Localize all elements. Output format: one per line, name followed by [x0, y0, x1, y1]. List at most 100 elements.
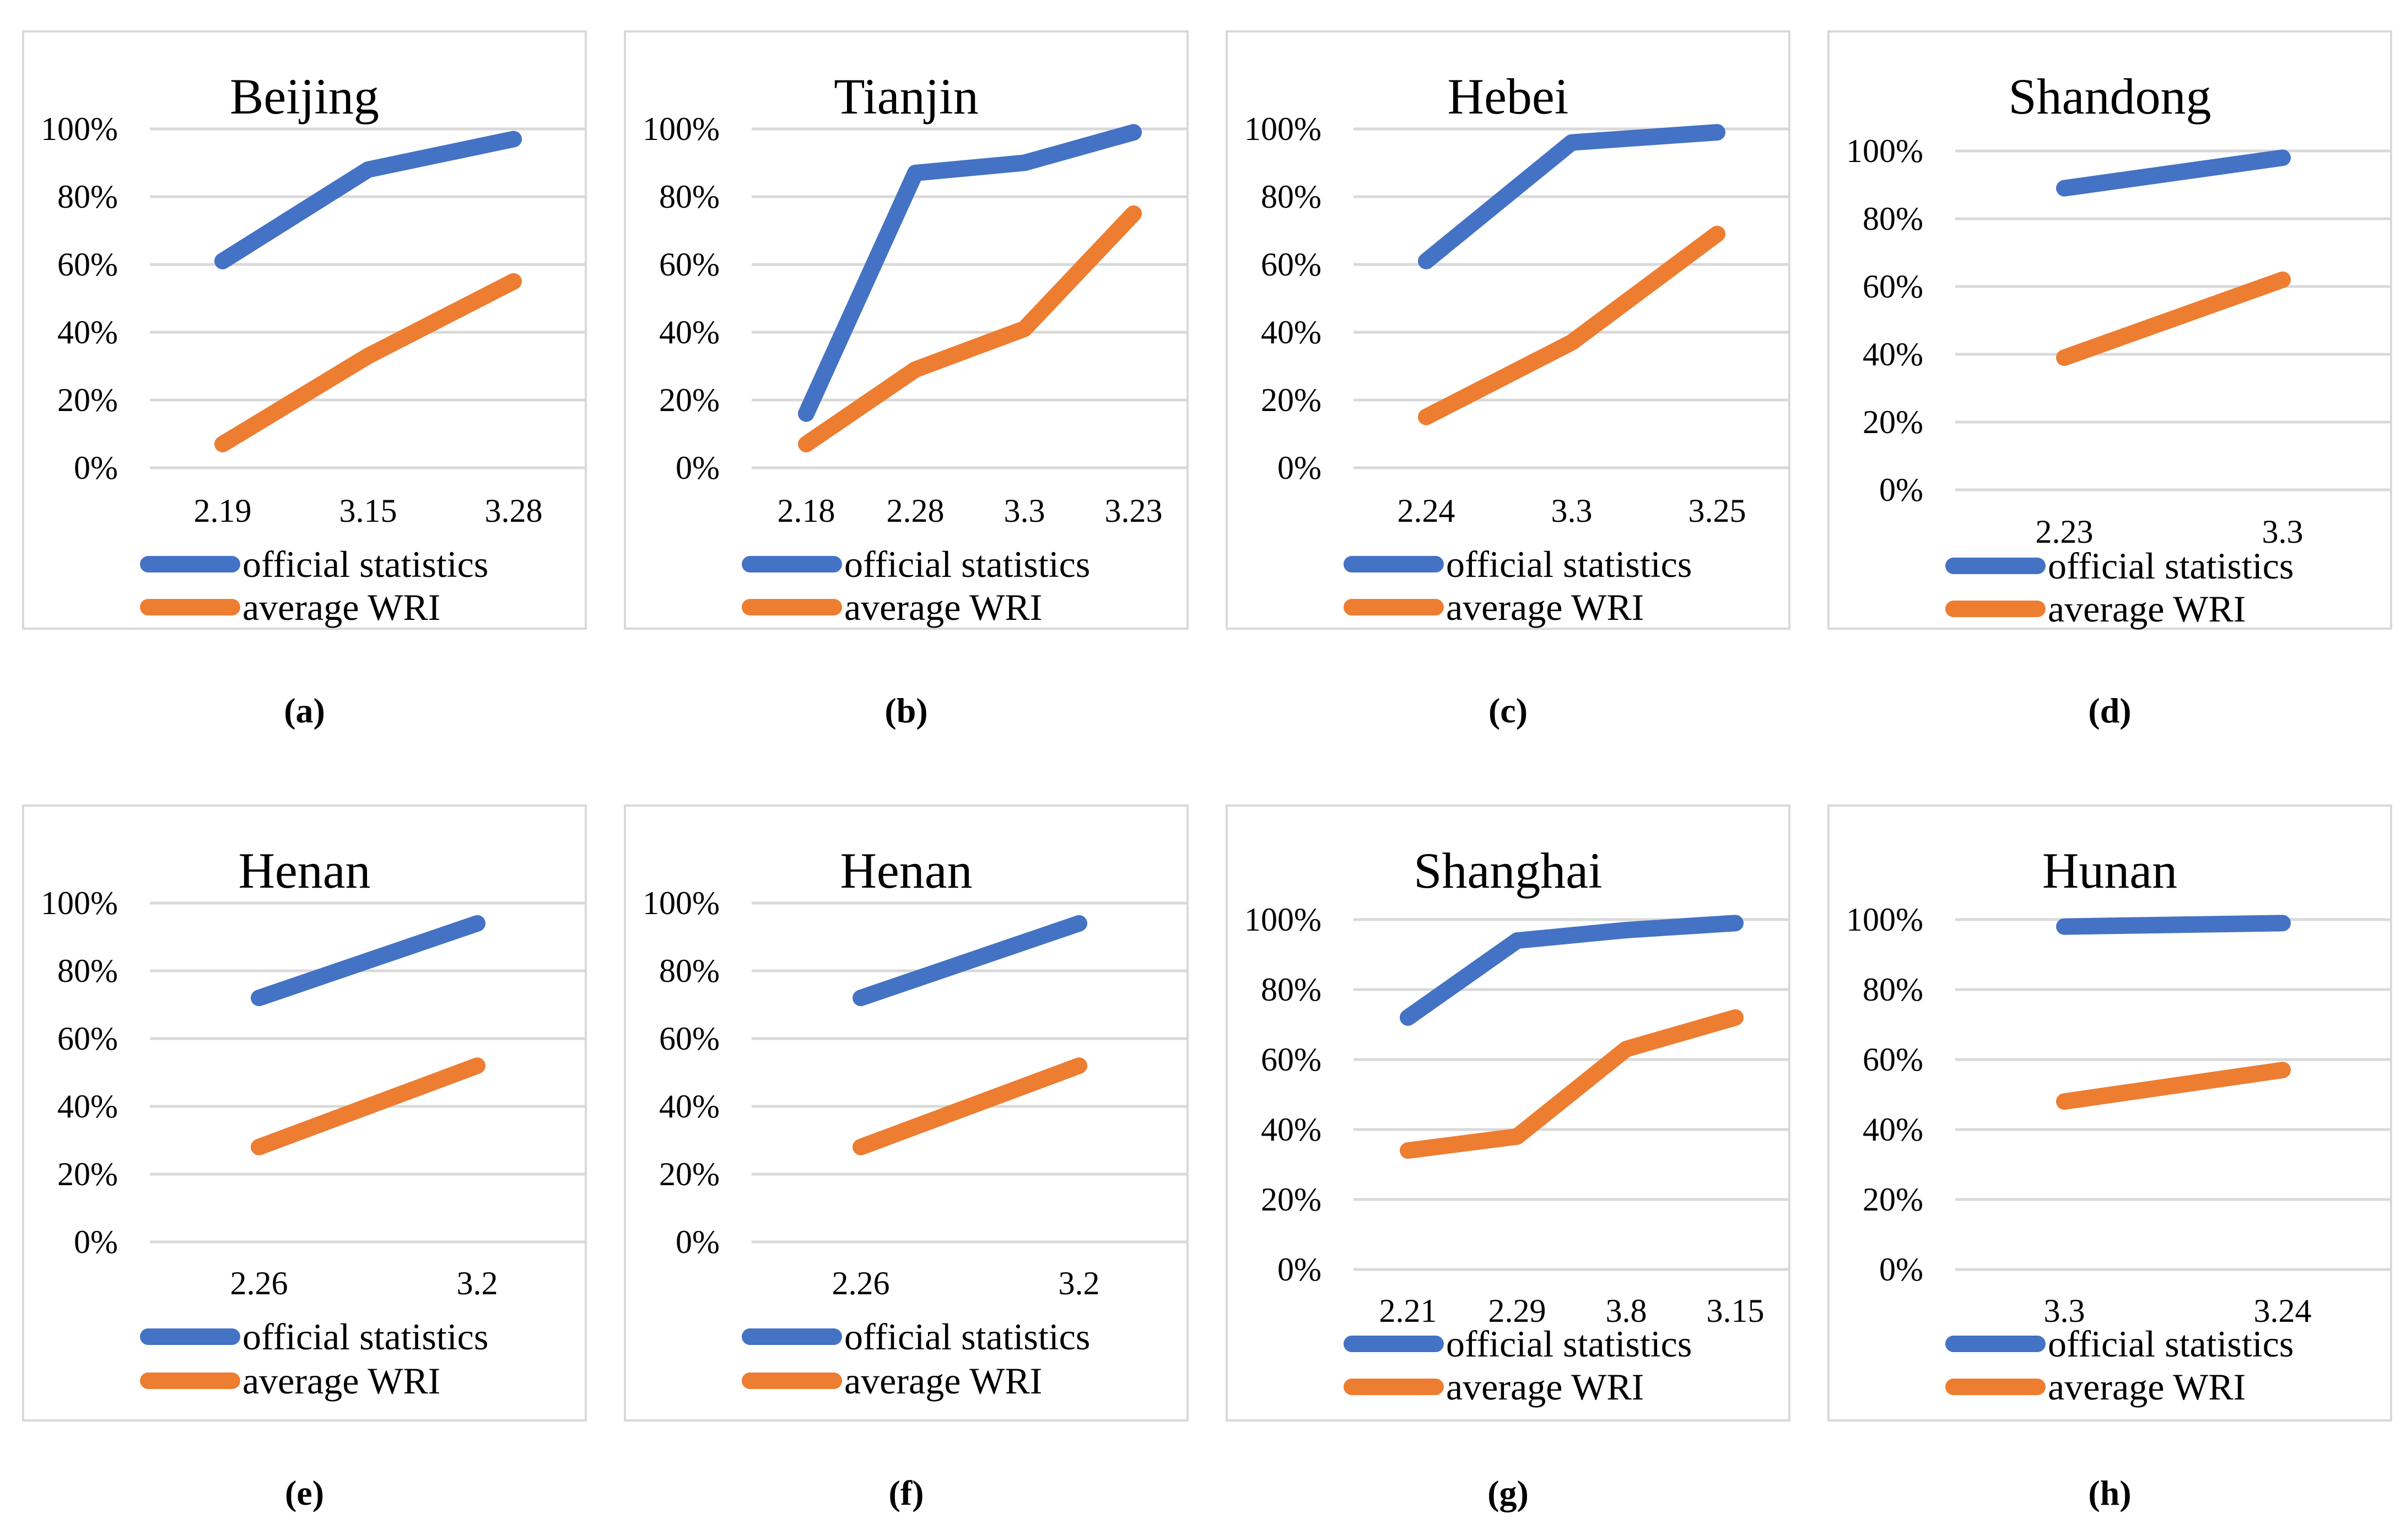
y-tick-label: 0%: [74, 450, 118, 486]
legend-marker-line-icon: [1945, 1379, 2046, 1395]
legend-label: official statistics: [844, 543, 1091, 585]
y-tick-label: 0%: [1277, 450, 1321, 486]
x-tick-label: 3.23: [1104, 493, 1163, 529]
series-line-official-statistics: [1418, 124, 1725, 269]
plot-area: [150, 901, 586, 1244]
y-tick-label: 20%: [1261, 1181, 1321, 1218]
legend-label: average WRI: [844, 586, 1043, 628]
chart-panel: Henan 100% 80% 60% 40% 20% 0% 2.26 3.2 officia…: [22, 804, 587, 1422]
x-tick-label: 3.2: [1058, 1265, 1100, 1301]
chart-title: Shanghai: [1414, 842, 1603, 899]
y-tick-label: 40%: [1863, 336, 1923, 372]
series-line-average-wri: [214, 273, 522, 452]
series-line-official-statistics: [214, 131, 522, 269]
x-tick-label: 2.23: [2035, 514, 2094, 550]
series-line-official-statistics: [2056, 149, 2291, 197]
y-tick-label: 80%: [659, 953, 720, 989]
chart-panel: Shandong 100% 80% 60% 40% 20% 0% 2.23 3.3 offi…: [1827, 30, 2392, 630]
chart-title: Hebei: [1447, 68, 1569, 125]
legend-label: average WRI: [1446, 586, 1644, 628]
x-tick-label: 3.3: [1551, 493, 1593, 529]
legend-label: official statistics: [2048, 1323, 2294, 1365]
legend-marker-line-icon: [742, 599, 842, 615]
y-tick-label: 20%: [57, 1156, 118, 1192]
y-tick-label: 40%: [659, 314, 720, 350]
x-tick-label: 2.26: [230, 1265, 288, 1301]
legend-marker-line-icon: [1945, 558, 2046, 574]
legend-label: average WRI: [242, 586, 441, 628]
y-tick-label: 40%: [659, 1088, 720, 1125]
y-tick-label: 20%: [1863, 404, 1923, 440]
plot-area: [752, 901, 1188, 1244]
legend-label: average WRI: [2048, 588, 2246, 630]
panel-letter-label: (a): [284, 691, 325, 730]
legend-label: average WRI: [1446, 1366, 1644, 1408]
legend-marker-line-icon: [140, 556, 240, 572]
legend-marker-line-icon: [140, 1373, 240, 1389]
x-tick-label: 3.15: [339, 493, 397, 529]
legend-marker-line-icon: [140, 599, 240, 615]
y-tick-label: 40%: [1261, 314, 1321, 350]
x-tick-label: 3.25: [1688, 493, 1746, 529]
legend-label: average WRI: [242, 1360, 441, 1402]
x-tick-label: 3.3: [1004, 493, 1045, 529]
x-tick-label: 2.19: [193, 493, 252, 529]
panel-letter-label: (b): [884, 691, 928, 730]
chart-title: Beijing: [230, 68, 379, 125]
series-line-average-wri: [1418, 225, 1725, 425]
plot-area: [752, 124, 1188, 469]
legend-label: official statistics: [242, 1316, 489, 1358]
panel-letter-label: (g): [1487, 1473, 1529, 1512]
chart-panel: Beijing 100% 80% 60% 40% 20% 0% 2.19 3.15 3.28 …: [22, 30, 587, 630]
y-tick-label: 0%: [74, 1224, 118, 1260]
x-tick-label: 3.3: [2043, 1293, 2085, 1329]
y-tick-label: 100%: [41, 111, 118, 147]
y-tick-label: 0%: [676, 1224, 720, 1260]
legend-marker-line-icon: [1344, 556, 1444, 572]
chart-title: Tianjin: [834, 68, 979, 125]
y-tick-label: 20%: [659, 382, 720, 418]
legend-label: official statistics: [844, 1316, 1091, 1358]
legend-marker-line-icon: [1344, 1336, 1444, 1352]
legend-label: average WRI: [2048, 1366, 2246, 1408]
plot-area: [1353, 915, 1790, 1271]
series-line-average-wri: [798, 205, 1142, 452]
y-tick-label: 60%: [659, 1020, 720, 1057]
y-tick-label: 100%: [643, 885, 720, 921]
series-line-average-wri: [853, 1057, 1087, 1155]
y-tick-label: 100%: [41, 885, 118, 921]
y-tick-label: 60%: [1261, 1041, 1321, 1078]
x-tick-label: 2.28: [886, 493, 945, 529]
y-tick-label: 80%: [1261, 971, 1321, 1008]
plot-area: [1353, 124, 1790, 469]
y-tick-label: 80%: [57, 179, 118, 215]
y-tick-label: 0%: [676, 450, 720, 486]
legend-marker-line-icon: [1344, 1379, 1444, 1395]
y-tick-label: 100%: [643, 111, 720, 147]
x-tick-label: 2.29: [1488, 1293, 1546, 1329]
y-tick-label: 100%: [1244, 901, 1321, 938]
y-tick-label: 60%: [57, 246, 118, 283]
y-tick-label: 80%: [1863, 971, 1923, 1008]
legend-label: official statistics: [2048, 545, 2294, 587]
y-tick-label: 100%: [1846, 901, 1923, 938]
panel-letter-label: (h): [2088, 1473, 2132, 1512]
x-tick-label: 2.26: [832, 1265, 890, 1301]
series-line-average-wri: [2056, 1062, 2291, 1110]
chart-title: Shandong: [2008, 68, 2211, 125]
series-line-official-statistics: [798, 124, 1142, 422]
y-tick-label: 0%: [1277, 1251, 1321, 1288]
x-tick-label: 3.8: [1605, 1293, 1647, 1329]
series-line-average-wri: [2056, 271, 2291, 366]
chart-panel: Hebei 100% 80% 60% 40% 20% 0% 2.24 3.3 3.25 off…: [1226, 30, 1790, 630]
panel-letter-label: (e): [284, 1473, 325, 1512]
x-tick-label: 3.24: [2253, 1293, 2312, 1329]
chart-title: Henan: [840, 842, 973, 899]
chart-panel: Tianjin 100% 80% 60% 40% 20% 0% 2.18 2.28 3.3 3.…: [624, 30, 1189, 630]
legend-marker-line-icon: [1945, 601, 2046, 617]
y-tick-label: 0%: [1879, 1251, 1923, 1288]
x-tick-label: 3.3: [2262, 514, 2303, 550]
y-tick-label: 60%: [659, 246, 720, 283]
panel-letter-label: (f): [888, 1473, 924, 1512]
